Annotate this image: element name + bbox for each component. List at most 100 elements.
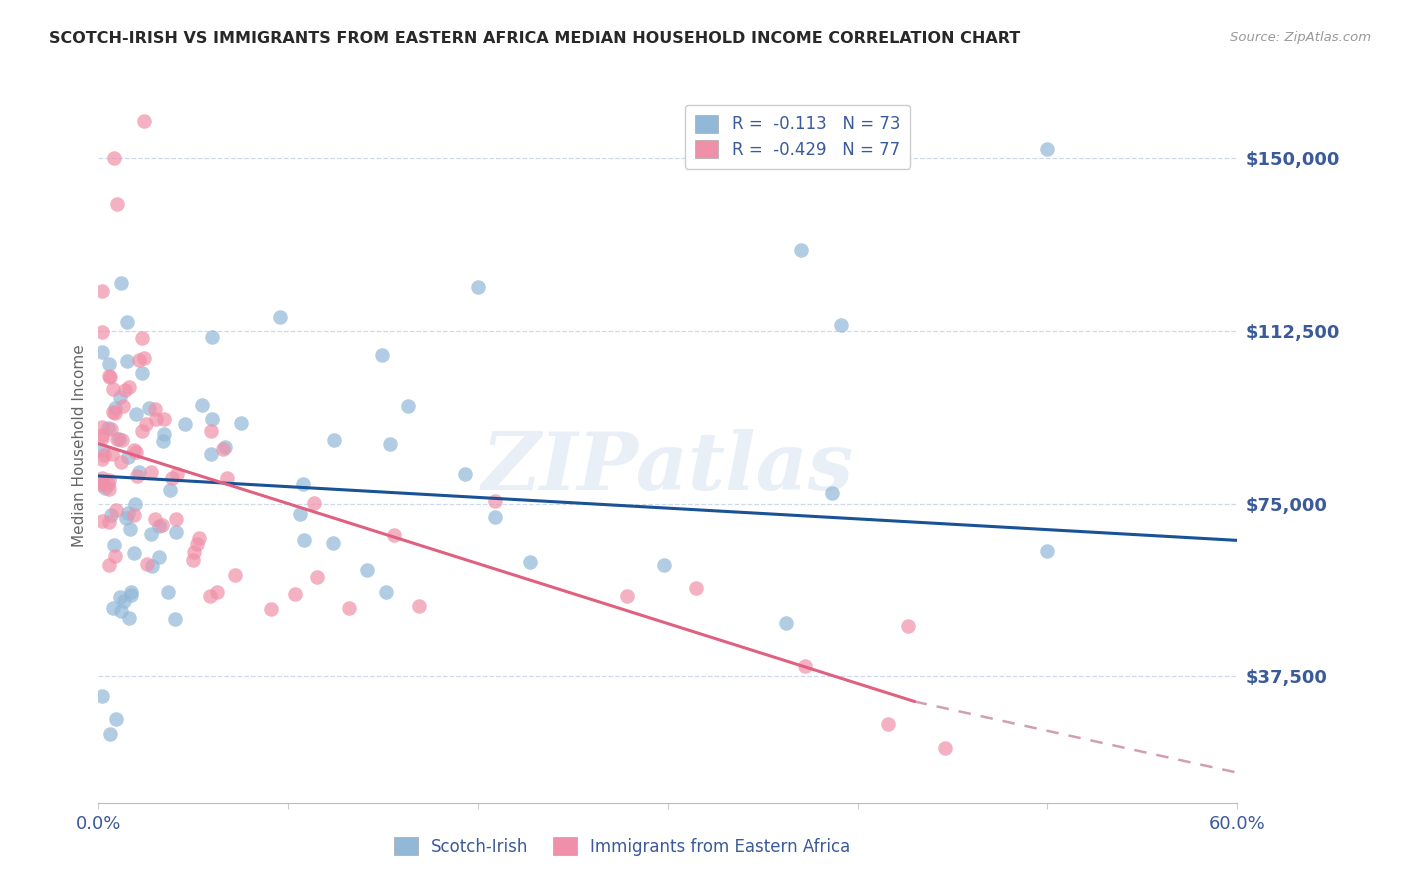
Point: [112, 593, 135, 607]
Point: [104, 405, 127, 419]
Point: [302, 495, 325, 509]
Point: [198, 589, 221, 603]
Point: [101, 382, 124, 396]
Point: [91, 689, 114, 703]
Point: [103, 405, 125, 419]
Point: [775, 615, 797, 630]
Point: [97, 420, 120, 434]
Point: [108, 432, 131, 446]
Point: [229, 416, 252, 430]
Point: [91, 470, 114, 484]
Point: [159, 483, 181, 497]
Point: [307, 570, 329, 584]
Point: [98, 370, 121, 384]
Point: [120, 588, 142, 602]
Point: [103, 538, 125, 552]
Point: [127, 469, 149, 483]
Point: [191, 398, 214, 412]
Point: [108, 390, 131, 404]
Point: [322, 433, 344, 447]
Legend: Scotch-Irish, Immigrants from Eastern Africa: Scotch-Irish, Immigrants from Eastern Af…: [388, 830, 856, 863]
Point: [139, 466, 162, 480]
Point: [260, 601, 283, 615]
Point: [141, 558, 163, 573]
Y-axis label: Median Household Income: Median Household Income: [72, 344, 87, 548]
Point: [165, 511, 187, 525]
Point: [616, 590, 638, 604]
Point: [125, 407, 148, 421]
Point: [98, 482, 121, 496]
Point: [131, 424, 153, 438]
Point: [120, 522, 142, 536]
Point: [322, 536, 344, 550]
Point: [98, 727, 121, 741]
Point: [111, 433, 134, 447]
Point: [91, 285, 114, 299]
Point: [91, 420, 114, 434]
Point: [484, 509, 506, 524]
Point: [97, 477, 120, 491]
Point: [110, 590, 132, 604]
Point: [122, 508, 145, 523]
Point: [91, 443, 114, 458]
Point: [139, 527, 162, 541]
Point: [93, 448, 115, 462]
Point: [105, 503, 128, 517]
Point: [118, 611, 141, 625]
Point: [105, 432, 128, 446]
Point: [371, 347, 394, 361]
Point: [125, 445, 148, 459]
Point: [284, 586, 307, 600]
Point: [110, 276, 132, 290]
Point: [91, 345, 114, 359]
Point: [1036, 544, 1059, 558]
Point: [337, 600, 360, 615]
Point: [205, 585, 228, 599]
Text: ZIPatlas: ZIPatlas: [482, 429, 853, 506]
Point: [408, 599, 430, 613]
Point: [128, 353, 150, 368]
Point: [384, 528, 406, 542]
Point: [830, 318, 852, 332]
Point: [183, 544, 205, 558]
Point: [269, 310, 291, 324]
Point: [173, 417, 195, 431]
Point: [143, 402, 166, 417]
Point: [115, 353, 138, 368]
Point: [877, 717, 900, 731]
Point: [91, 474, 114, 488]
Point: [98, 368, 121, 383]
Point: [153, 412, 176, 426]
Point: [114, 510, 136, 524]
Point: [103, 601, 125, 615]
Point: [187, 532, 209, 546]
Point: [290, 507, 312, 521]
Point: [166, 467, 188, 482]
Point: [91, 431, 114, 445]
Point: [820, 486, 842, 500]
Point: [97, 558, 120, 573]
Point: [110, 604, 132, 618]
Point: [201, 412, 224, 426]
Point: [120, 585, 142, 599]
Point: [934, 740, 956, 755]
Point: [143, 512, 166, 526]
Point: [117, 450, 139, 464]
Point: [122, 442, 145, 457]
Point: [110, 455, 132, 469]
Point: [291, 476, 314, 491]
Point: [156, 585, 179, 599]
Point: [117, 506, 139, 520]
Point: [200, 447, 222, 461]
Point: [91, 326, 114, 340]
Point: [98, 515, 121, 529]
Point: [356, 563, 378, 577]
Point: [100, 422, 122, 436]
Point: [107, 197, 129, 211]
Text: Source: ZipAtlas.com: Source: ZipAtlas.com: [1230, 31, 1371, 45]
Point: [374, 584, 396, 599]
Point: [103, 151, 125, 165]
Point: [794, 658, 817, 673]
Point: [1036, 142, 1059, 156]
Point: [105, 713, 128, 727]
